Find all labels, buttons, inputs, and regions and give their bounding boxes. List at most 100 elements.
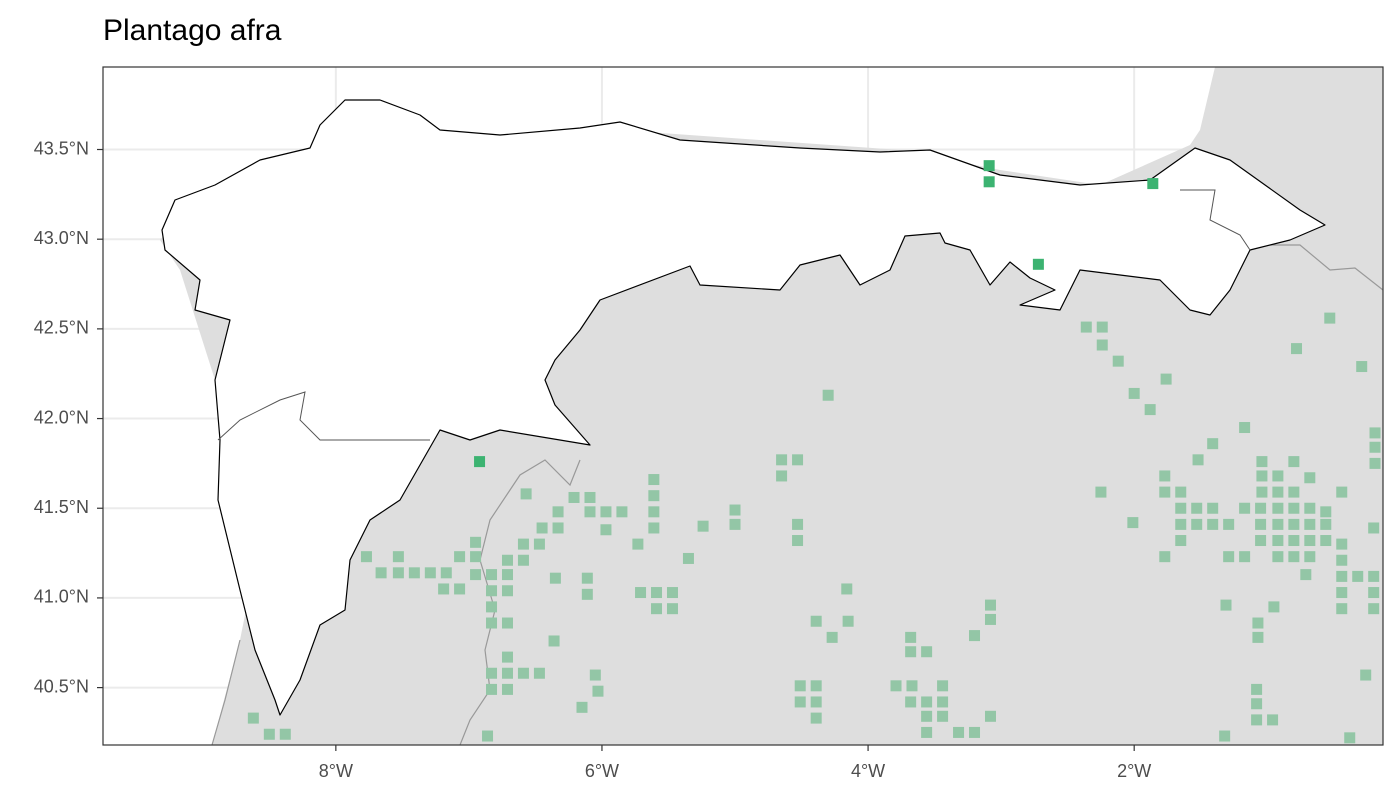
occurrence-point: [1080, 321, 1092, 333]
occurrence-point: [1032, 258, 1044, 270]
occurrence-point: [1251, 698, 1263, 710]
occurrence-point: [984, 599, 996, 611]
occurrence-point: [470, 536, 482, 548]
occurrence-point: [486, 617, 498, 629]
occurrence-point: [1256, 456, 1268, 468]
occurrence-point: [360, 551, 372, 563]
occurrence-point: [1368, 603, 1380, 615]
occurrence-point: [576, 701, 588, 713]
occurrence-point: [1336, 486, 1348, 498]
internal-boundary: [1180, 189, 1251, 251]
occurrence-point: [424, 567, 436, 579]
occurrence-point: [921, 726, 933, 738]
occurrence-point: [890, 680, 902, 692]
occurrence-point: [792, 454, 804, 466]
occurrence-point: [1256, 486, 1268, 498]
occurrence-point: [392, 551, 404, 563]
occurrence-point: [1272, 518, 1284, 530]
occurrence-point: [666, 587, 678, 599]
occurrence-point: [1127, 517, 1139, 529]
occurrence-point: [1288, 502, 1300, 514]
occurrence-point: [517, 538, 529, 550]
occurrence-point: [1220, 599, 1232, 611]
occurrence-point: [648, 490, 660, 502]
occurrence-point: [810, 712, 822, 724]
occurrence-point: [486, 585, 498, 597]
occurrence-point: [1256, 470, 1268, 482]
occurrence-point: [501, 667, 513, 679]
occurrence-point: [1356, 361, 1368, 373]
occurrence-point: [1368, 522, 1380, 534]
y-tick-label: 42.5°N: [34, 318, 89, 338]
study-region: [161, 99, 1326, 716]
occurrence-point: [247, 712, 259, 724]
y-tick-label: 42.0°N: [34, 407, 89, 427]
occurrence-point: [392, 567, 404, 579]
occurrence-point: [635, 587, 647, 599]
x-tick-label: 2°W: [1117, 761, 1151, 781]
occurrence-point: [616, 506, 628, 518]
occurrence-point: [501, 683, 513, 695]
occurrence-point: [1369, 457, 1381, 469]
occurrence-point: [1360, 669, 1372, 681]
occurrence-point: [501, 554, 513, 566]
occurrence-point: [1267, 714, 1279, 726]
occurrence-point: [486, 569, 498, 581]
x-tick-label: 8°W: [319, 761, 353, 781]
occurrence-point: [841, 583, 853, 595]
occurrence-point: [1304, 551, 1316, 563]
occurrence-point: [568, 491, 580, 503]
occurrence-point: [810, 696, 822, 708]
occurrence-point: [1255, 535, 1267, 547]
occurrence-point: [792, 518, 804, 530]
occurrence-point: [486, 601, 498, 613]
occurrence-point: [438, 583, 450, 595]
axes: 8°W 6°W 4°W 2°W 40.5°N 41.0°N 41.5°N 42.0°N 42.5…: [34, 138, 1152, 780]
occurrence-point: [1304, 518, 1316, 530]
occurrence-point: [1344, 732, 1356, 744]
occurrence-point: [1192, 454, 1204, 466]
occurrence-point: [1304, 502, 1316, 514]
occurrence-point: [1159, 551, 1171, 563]
y-tick-label: 41.5°N: [34, 497, 89, 517]
occurrence-point: [682, 552, 694, 564]
occurrence-point: [937, 710, 949, 722]
occurrence-point: [581, 588, 593, 600]
occurrence-point: [826, 631, 838, 643]
occurrence-point: [549, 572, 561, 584]
occurrence-point: [1252, 617, 1264, 629]
occurrence-point: [552, 522, 564, 534]
occurrence-point: [1336, 554, 1348, 566]
occurrence-point: [375, 567, 387, 579]
border-line: [211, 639, 241, 745]
y-tick-label: 40.5°N: [34, 676, 89, 696]
occurrence-point: [729, 504, 741, 516]
occurrence-point: [937, 696, 949, 708]
occurrence-point: [279, 728, 291, 740]
occurrence-point: [1175, 518, 1187, 530]
occurrence-point: [1223, 551, 1235, 563]
occurrence-point: [905, 646, 917, 658]
occurrence-point: [1160, 373, 1172, 385]
occurrence-point: [969, 726, 981, 738]
occurrence-point: [842, 615, 854, 627]
occurrence-point: [1239, 422, 1251, 434]
occurrence-point: [776, 454, 788, 466]
occurrence-point: [1095, 486, 1107, 498]
occurrence-point: [1144, 404, 1156, 416]
occurrence-point: [1207, 502, 1219, 514]
occurrence-point: [1288, 486, 1300, 498]
occurrence-point: [697, 520, 709, 532]
occurrence-point: [482, 730, 494, 742]
occurrence-point: [1096, 339, 1108, 351]
occurrence-point: [969, 630, 981, 642]
occurrence-point: [1175, 502, 1187, 514]
occurrence-point: [1191, 502, 1203, 514]
occurrence-point: [921, 696, 933, 708]
occurrence-point: [648, 506, 660, 518]
occurrence-point: [1159, 486, 1171, 498]
occurrence-point: [501, 617, 513, 629]
y-tick-label: 41.0°N: [34, 587, 89, 607]
y-tick-label: 43.5°N: [34, 138, 89, 158]
chart-title: Plantago afra: [103, 14, 282, 47]
